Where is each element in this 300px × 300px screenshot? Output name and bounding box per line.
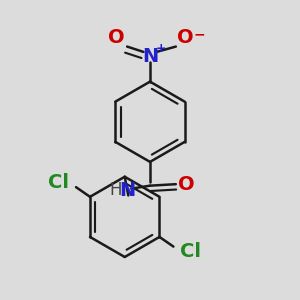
Text: O: O (178, 175, 195, 194)
Text: Cl: Cl (48, 173, 69, 192)
Text: −: − (193, 27, 205, 41)
Text: H: H (110, 181, 122, 199)
Text: N: N (142, 47, 158, 66)
Text: N: N (120, 181, 136, 200)
Text: O: O (177, 28, 194, 47)
Text: Cl: Cl (180, 242, 201, 261)
Text: +: + (156, 42, 166, 56)
Text: O: O (108, 28, 125, 47)
